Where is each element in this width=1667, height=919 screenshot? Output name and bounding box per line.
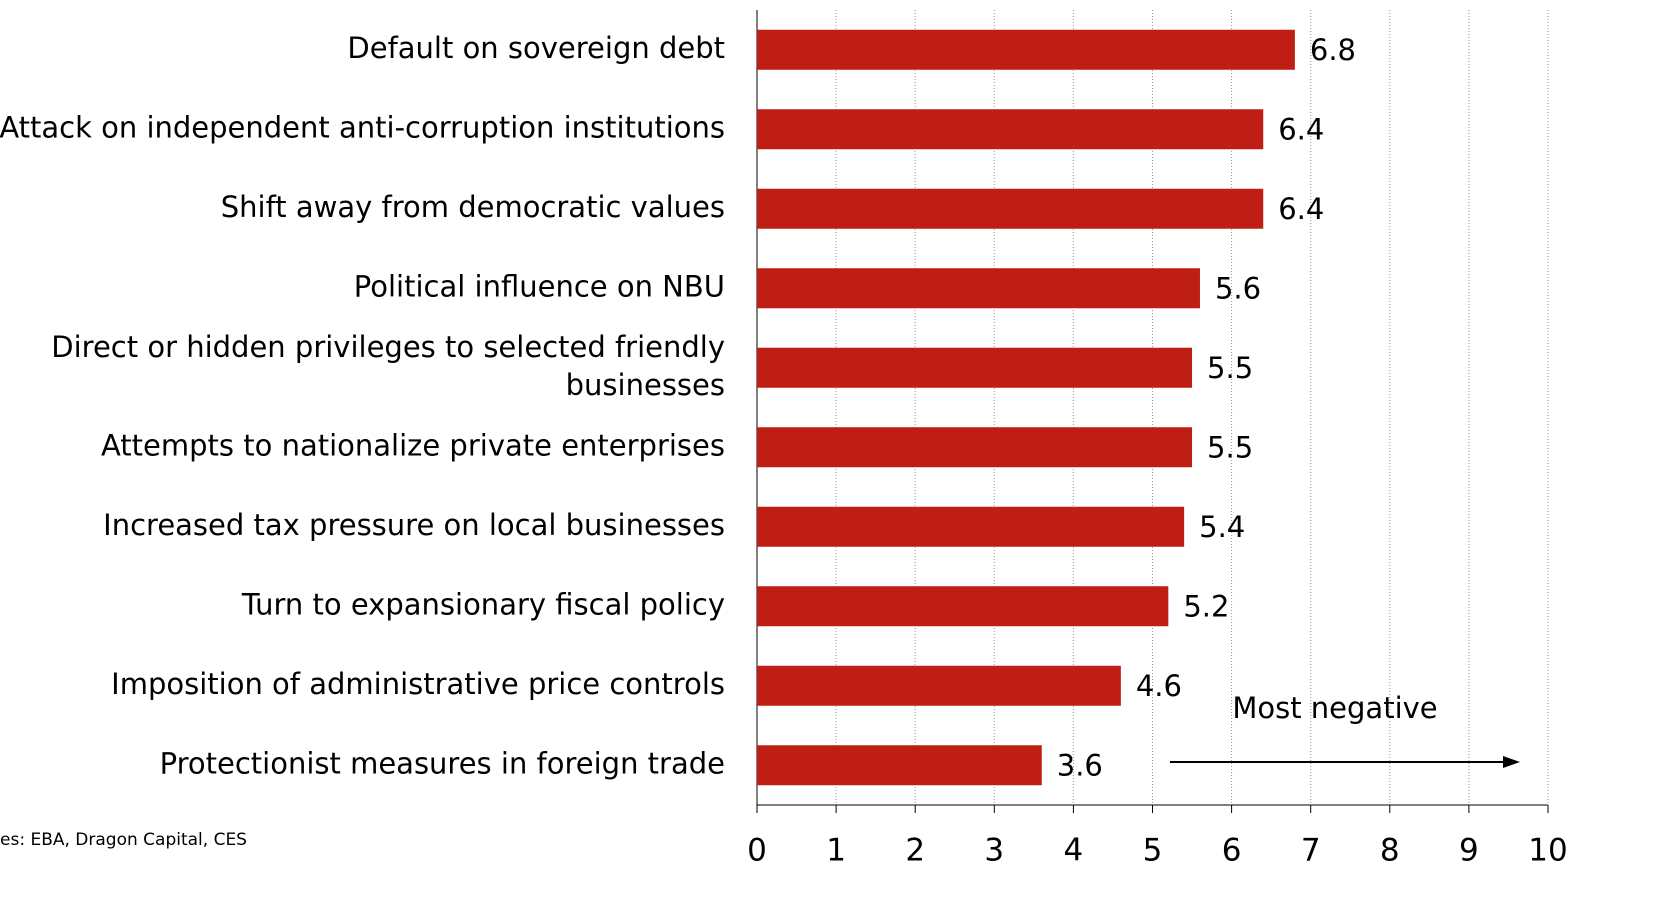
x-tick-label: 2 xyxy=(905,833,925,869)
x-tick-label: 7 xyxy=(1301,833,1321,869)
bar xyxy=(757,586,1169,627)
value-label: 5.4 xyxy=(1199,510,1245,544)
x-tick-label: 8 xyxy=(1380,833,1400,869)
bar xyxy=(757,745,1042,786)
category-label: Turn to expansionary fiscal policy xyxy=(241,587,725,621)
x-tick-label: 5 xyxy=(1143,833,1163,869)
category-label: Protectionist measures in foreign trade xyxy=(160,746,725,780)
value-label: 6.4 xyxy=(1278,192,1324,226)
x-tick-label: 4 xyxy=(1064,833,1084,869)
x-tick-label: 1 xyxy=(826,833,846,869)
category-label: Political influence on NBU xyxy=(354,269,725,303)
value-label: 5.2 xyxy=(1183,589,1229,623)
value-label: 5.5 xyxy=(1207,430,1253,464)
arrow-head xyxy=(1503,756,1520,768)
bar xyxy=(757,427,1193,468)
value-label: 4.6 xyxy=(1136,669,1182,703)
value-label: 6.4 xyxy=(1278,112,1324,146)
value-label: 5.5 xyxy=(1207,351,1253,385)
bar xyxy=(757,268,1200,309)
bar xyxy=(757,665,1121,706)
category-label: Increased tax pressure on local business… xyxy=(103,508,725,542)
value-label: 3.6 xyxy=(1057,748,1103,782)
x-tick-label: 3 xyxy=(984,833,1004,869)
value-label: 5.6 xyxy=(1215,271,1261,305)
category-label: Direct or hidden privileges to selected … xyxy=(51,330,725,402)
x-tick-label: 6 xyxy=(1222,833,1242,869)
source-note: es: EBA, Dragon Capital, CES xyxy=(0,830,247,850)
x-tick-label: 10 xyxy=(1528,833,1567,869)
bar xyxy=(757,506,1185,547)
x-tick-label: 0 xyxy=(747,833,767,869)
annotation: Most negative xyxy=(1232,691,1437,725)
bar xyxy=(757,109,1264,150)
bar xyxy=(757,347,1193,388)
x-tick-label: 9 xyxy=(1459,833,1479,869)
category-label: Attempts to nationalize private enterpri… xyxy=(101,428,725,462)
value-label: 6.8 xyxy=(1310,33,1356,67)
category-label: Shift away from democratic values xyxy=(221,190,725,224)
category-label: Default on sovereign debt xyxy=(347,31,725,65)
bar xyxy=(757,188,1264,229)
category-label: Imposition of administrative price contr… xyxy=(111,667,725,701)
category-label: Attack on independent anti-corruption in… xyxy=(0,110,725,144)
bar xyxy=(757,29,1295,70)
